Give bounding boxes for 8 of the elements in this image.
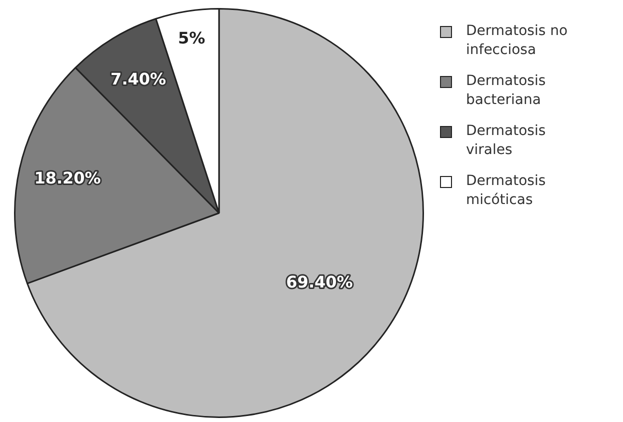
data-label: 5% bbox=[178, 28, 206, 48]
legend-label: Dermatosis micóticas bbox=[466, 172, 547, 210]
legend-label: Dermatosis no infecciosa bbox=[466, 22, 569, 60]
legend-label: Dermatosis bacteriana bbox=[466, 72, 547, 110]
data-label: 7.40% bbox=[110, 70, 166, 89]
data-label: 18.20% bbox=[34, 168, 101, 188]
legend-label: Dermatosis virales bbox=[466, 122, 547, 160]
data-label: 69.40% bbox=[286, 272, 353, 292]
